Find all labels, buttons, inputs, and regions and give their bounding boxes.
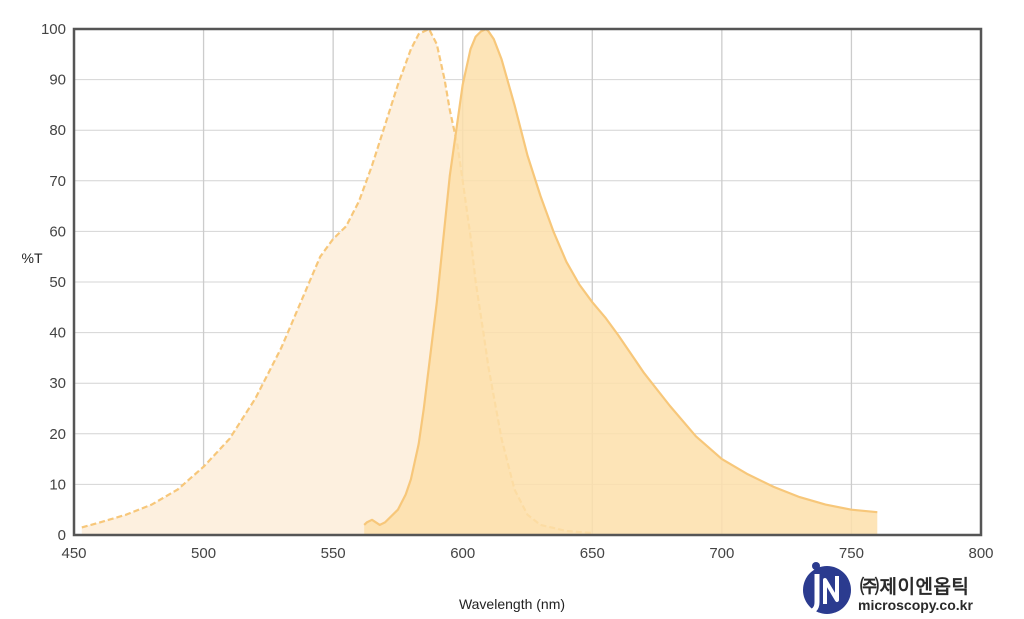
x-tick-label: 800	[968, 545, 993, 562]
y-tick-label: 30	[49, 375, 66, 392]
x-tick-label: 650	[580, 545, 605, 562]
y-tick-label: 60	[49, 223, 66, 240]
y-axis-title: %T	[22, 250, 43, 266]
series-layer	[81, 27, 878, 535]
series-2	[363, 27, 878, 535]
company-logo: ㈜제이엔옵틱 microscopy.co.kr	[798, 560, 988, 616]
y-tick-label: 10	[49, 476, 66, 493]
plot-frame	[72, 27, 983, 537]
x-tick-label: 700	[709, 545, 734, 562]
company-url: microscopy.co.kr	[858, 597, 973, 613]
x-tick-label: 600	[450, 545, 475, 562]
x-tick-labels: 450 500 550 600 650 700 750 800	[61, 545, 993, 562]
y-tick-labels: 0 10 20 30 40 50 60 70 80 90 100	[41, 21, 66, 544]
y-tick-label: 90	[49, 72, 66, 89]
x-tick-label: 450	[61, 545, 86, 562]
x-tick-label: 750	[839, 545, 864, 562]
x-tick-label: 500	[191, 545, 216, 562]
y-tick-label: 80	[49, 122, 66, 139]
y-tick-label: 70	[49, 173, 66, 190]
y-tick-label: 100	[41, 21, 66, 38]
x-tick-label: 550	[321, 545, 346, 562]
company-name-korean: ㈜제이엔옵틱	[860, 576, 970, 598]
jn-logo-icon	[801, 562, 851, 615]
y-tick-label: 40	[49, 325, 66, 342]
series-2-line	[363, 27, 878, 526]
y-tick-label: 0	[58, 527, 66, 544]
series-2-area	[364, 29, 878, 535]
y-tick-label: 50	[49, 274, 66, 291]
y-tick-label: 20	[49, 426, 66, 443]
x-axis-title: Wavelength (nm)	[459, 596, 565, 612]
